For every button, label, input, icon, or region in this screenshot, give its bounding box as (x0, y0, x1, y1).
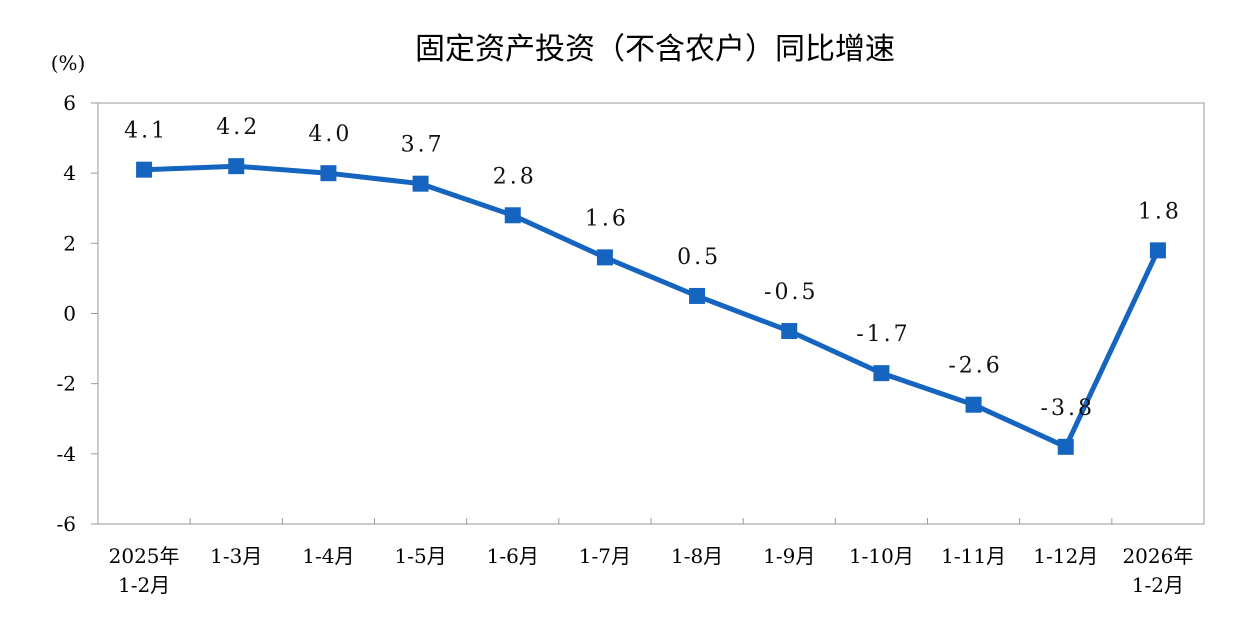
y-tick-label: -6 (57, 512, 76, 536)
x-tick-label: 1-3月 (210, 544, 262, 568)
data-label: 1.6 (585, 206, 629, 231)
x-axis: 2025年 1-2月 1-3月 1-4月 1-5月 1-6月 1-7月 1-8月 1-9月 1-1… (109, 518, 1193, 597)
y-tick-label: 6 (63, 91, 76, 115)
data-label: -2.6 (948, 354, 1002, 379)
y-tick-label: -4 (57, 442, 76, 466)
data-point (504, 207, 521, 224)
y-tick-label: 0 (63, 302, 76, 326)
data-point (136, 161, 153, 178)
data-point (781, 323, 798, 340)
x-tick-label: 1-2月 (118, 573, 170, 597)
data-label: -0.5 (764, 280, 818, 305)
x-tick-label: 2025年 (109, 544, 180, 568)
data-label: 4.1 (124, 119, 168, 144)
data-point (965, 396, 982, 413)
x-tick-label: 1-8月 (671, 544, 723, 568)
data-point (1057, 438, 1074, 455)
data-label: -1.7 (856, 322, 910, 347)
data-label: 0.5 (677, 245, 721, 270)
x-tick-label: 2026年 (1122, 544, 1193, 568)
x-tick-label: 1-4月 (302, 544, 354, 568)
series-line (141, 163, 1161, 450)
y-axis: 6 4 2 0 -2 -4 -6 (57, 91, 98, 536)
data-labels: 4.1 4.2 4.0 3.7 2.8 1.6 0.5 -0.5 -1.7 -2.6 -3.8 1.8 (124, 115, 1182, 421)
data-label: 3.7 (401, 133, 445, 158)
y-tick-label: -2 (57, 372, 76, 396)
x-tick-label: 1-5月 (394, 544, 446, 568)
chart-title: 固定资产投资（不含农户）同比增速 (415, 32, 895, 67)
y-axis-unit: (%) (51, 51, 86, 75)
data-point (689, 287, 706, 304)
data-point (596, 249, 613, 266)
x-tick-label: 1-9月 (763, 544, 815, 568)
data-point (228, 158, 245, 175)
data-label: -3.8 (1041, 396, 1095, 421)
data-label: 2.8 (493, 164, 537, 189)
series-markers (136, 158, 1166, 455)
x-tick-label: 1-6月 (487, 544, 539, 568)
y-tick-label: 4 (63, 161, 76, 185)
x-tick-label: 1-11月 (941, 544, 1006, 568)
data-point (412, 175, 429, 192)
data-label: 1.8 (1138, 199, 1182, 224)
x-tick-label: 1-10月 (849, 544, 914, 568)
data-point (320, 165, 337, 182)
y-tick-label: 2 (63, 231, 76, 255)
data-point (873, 365, 890, 382)
x-tick-label: 1-12月 (1033, 544, 1098, 568)
data-point (1149, 242, 1166, 259)
data-label: 4.0 (308, 122, 352, 147)
x-tick-label: 1-2月 (1132, 573, 1184, 597)
data-label: 4.2 (216, 115, 260, 140)
x-tick-label: 1-7月 (579, 544, 631, 568)
